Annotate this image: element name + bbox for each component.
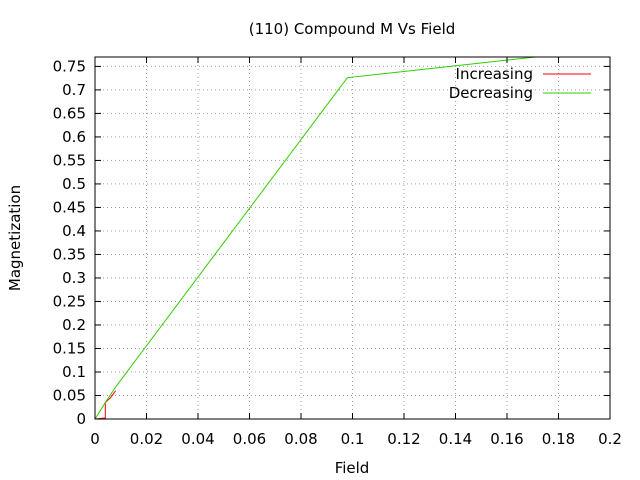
y-tick-label: 0.2 — [62, 316, 86, 334]
y-tick-label: 0.3 — [62, 269, 86, 287]
x-tick-label: 0.04 — [181, 430, 214, 448]
x-tick-label: 0.18 — [542, 430, 575, 448]
y-tick-label: 0.45 — [53, 198, 86, 216]
x-tick-label: 0.14 — [439, 430, 472, 448]
y-tick-label: 0.75 — [53, 57, 86, 75]
x-axis-ticks: 0 0.02 0.04 0.06 0.08 0.1 0.12 0.14 0.16 0.18 0.2 — [90, 57, 622, 448]
y-tick-label: 0.15 — [53, 339, 86, 357]
y-tick-label: 0.6 — [62, 128, 86, 146]
x-tick-label: 0.06 — [233, 430, 266, 448]
x-tick-label: 0 — [90, 430, 100, 448]
x-tick-label: 0.12 — [387, 430, 420, 448]
x-tick-label: 0.08 — [284, 430, 317, 448]
legend: Increasing Decreasing — [449, 65, 591, 102]
y-axis-label: Magnetization — [6, 185, 24, 291]
x-tick-label: 0.2 — [598, 430, 622, 448]
x-tick-label: 0.1 — [341, 430, 365, 448]
grid-lines — [95, 57, 610, 419]
y-tick-label: 0.35 — [53, 245, 86, 263]
y-tick-label: 0.7 — [62, 81, 86, 99]
series-layer — [94, 56, 536, 420]
x-tick-label: 0.16 — [490, 430, 523, 448]
chart-title: (110) Compound M Vs Field — [249, 20, 456, 38]
x-axis-label: Field — [335, 459, 370, 477]
legend-label-increasing: Increasing — [456, 65, 533, 83]
legend-label-decreasing: Decreasing — [449, 84, 533, 102]
y-tick-label: 0.5 — [62, 175, 86, 193]
y-tick-label: 0.4 — [62, 222, 86, 240]
y-tick-label: 0.65 — [53, 104, 86, 122]
series-line-decreasing — [94, 56, 536, 420]
y-tick-label: 0 — [76, 410, 86, 428]
y-tick-label: 0.05 — [53, 386, 86, 404]
y-axis-ticks: 0 0.05 0.1 0.15 0.2 0.25 0.3 0.35 0.4 0.45 0.5 0.55… — [53, 57, 610, 428]
y-tick-label: 0.25 — [53, 292, 86, 310]
y-tick-label: 0.1 — [62, 363, 86, 381]
x-tick-label: 0.02 — [130, 430, 163, 448]
y-tick-label: 0.55 — [53, 151, 86, 169]
